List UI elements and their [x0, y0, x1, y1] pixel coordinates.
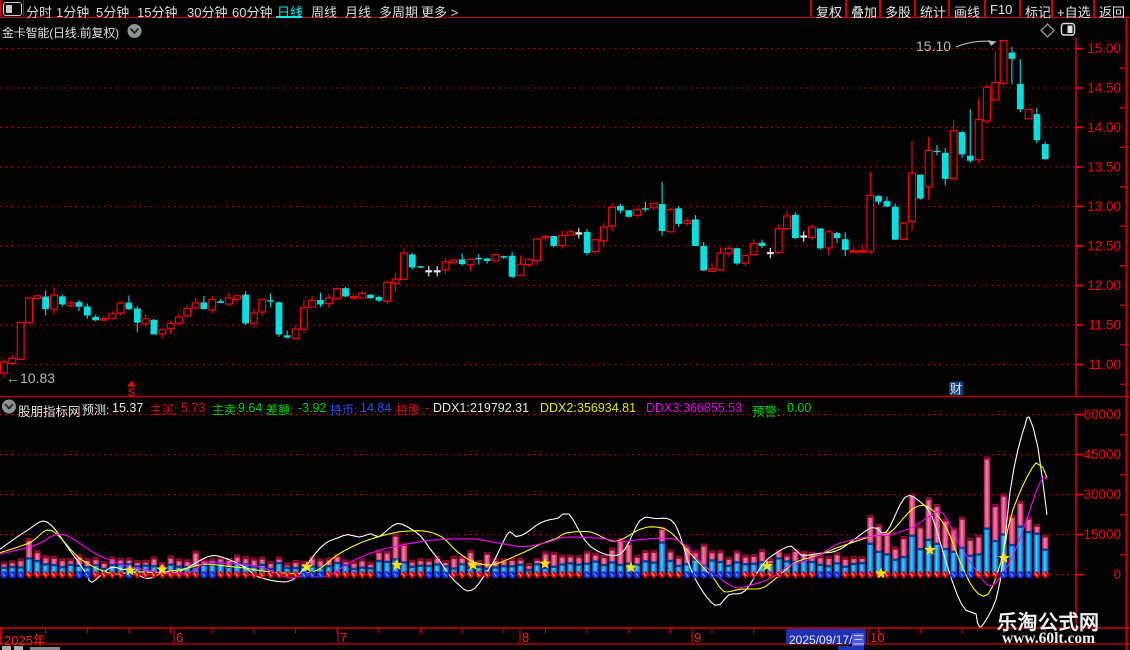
svg-text:12.50: 12.50	[1087, 239, 1121, 254]
svg-text:60000: 60000	[1083, 407, 1121, 422]
svg-text:15.10: 15.10	[916, 38, 951, 54]
svg-text:15.00: 15.00	[1087, 41, 1121, 56]
svg-text:←10.83: ←10.83	[6, 370, 55, 386]
svg-text:15000: 15000	[1083, 527, 1121, 542]
svg-text:13.50: 13.50	[1087, 160, 1121, 175]
svg-text:14.00: 14.00	[1087, 120, 1121, 135]
svg-text:11.00: 11.00	[1088, 357, 1121, 372]
svg-text:14.50: 14.50	[1087, 81, 1121, 96]
svg-text:12.00: 12.00	[1087, 278, 1121, 293]
svg-text:13.00: 13.00	[1087, 199, 1121, 214]
svg-text:0: 0	[1113, 567, 1121, 582]
svg-text:S: S	[128, 387, 135, 399]
svg-text:11.50: 11.50	[1088, 318, 1121, 333]
svg-text:30000: 30000	[1083, 487, 1121, 502]
svg-text:45000: 45000	[1083, 447, 1121, 462]
svg-text:财: 财	[950, 382, 962, 396]
